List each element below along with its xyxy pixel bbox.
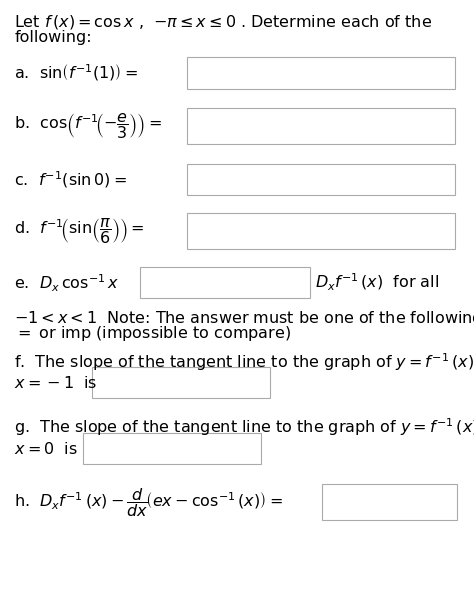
Text: $x = 0$  is: $x = 0$ is	[14, 441, 78, 456]
FancyBboxPatch shape	[187, 213, 455, 249]
Text: e.  $D_x\,\cos^{-1}x$: e. $D_x\,\cos^{-1}x$	[14, 272, 119, 294]
Text: d.  $f^{-1}\!\left(\sin\!\left(\dfrac{\pi}{6}\right)\right) =$: d. $f^{-1}\!\left(\sin\!\left(\dfrac{\pi…	[14, 216, 145, 246]
FancyBboxPatch shape	[92, 367, 270, 398]
FancyBboxPatch shape	[187, 164, 455, 195]
FancyBboxPatch shape	[187, 108, 455, 144]
FancyBboxPatch shape	[140, 267, 310, 298]
Text: $x = -1$  is: $x = -1$ is	[14, 375, 98, 390]
Text: f.  The slope of the tangent line to the graph of $y = f^{-1}\,(x)$ at: f. The slope of the tangent line to the …	[14, 351, 474, 373]
Text: following:: following:	[14, 29, 92, 45]
Text: a.  $\sin\!\left(f^{-1}\left(1\right)\right) =$: a. $\sin\!\left(f^{-1}\left(1\right)\rig…	[14, 63, 138, 83]
FancyBboxPatch shape	[187, 57, 455, 89]
Text: g.  The slope of the tangent line to the graph of $y = f^{-1}\,(x)$ at: g. The slope of the tangent line to the …	[14, 417, 474, 438]
Text: $-1 < x < 1$  Note: The answer must be one of the following $<$ , $>$,: $-1 < x < 1$ Note: The answer must be on…	[14, 309, 474, 328]
Text: $D_x f^{-1}\,(x)$  for all: $D_x f^{-1}\,(x)$ for all	[315, 272, 439, 294]
Text: b.  $\cos\!\left(f^{-1}\!\left(-\dfrac{e}{3}\right)\right) =$: b. $\cos\!\left(f^{-1}\!\left(-\dfrac{e}…	[14, 111, 162, 141]
Text: h.  $D_x f^{-1}\,(x) - \dfrac{d}{dx}\!\left(ex - \cos^{-1}(x)\right) =$: h. $D_x f^{-1}\,(x) - \dfrac{d}{dx}\!\le…	[14, 486, 283, 519]
FancyBboxPatch shape	[322, 484, 457, 520]
Text: Let $f\,(x) = \cos x$ ,  $-\pi \leq x \leq 0$ . Determine each of the: Let $f\,(x) = \cos x$ , $-\pi \leq x \le…	[14, 13, 432, 31]
Text: $=$ or imp (impossible to compare): $=$ or imp (impossible to compare)	[14, 324, 291, 343]
Text: c.  $f^{-1}\left(\sin 0\right) =$: c. $f^{-1}\left(\sin 0\right) =$	[14, 169, 127, 190]
FancyBboxPatch shape	[83, 433, 261, 464]
